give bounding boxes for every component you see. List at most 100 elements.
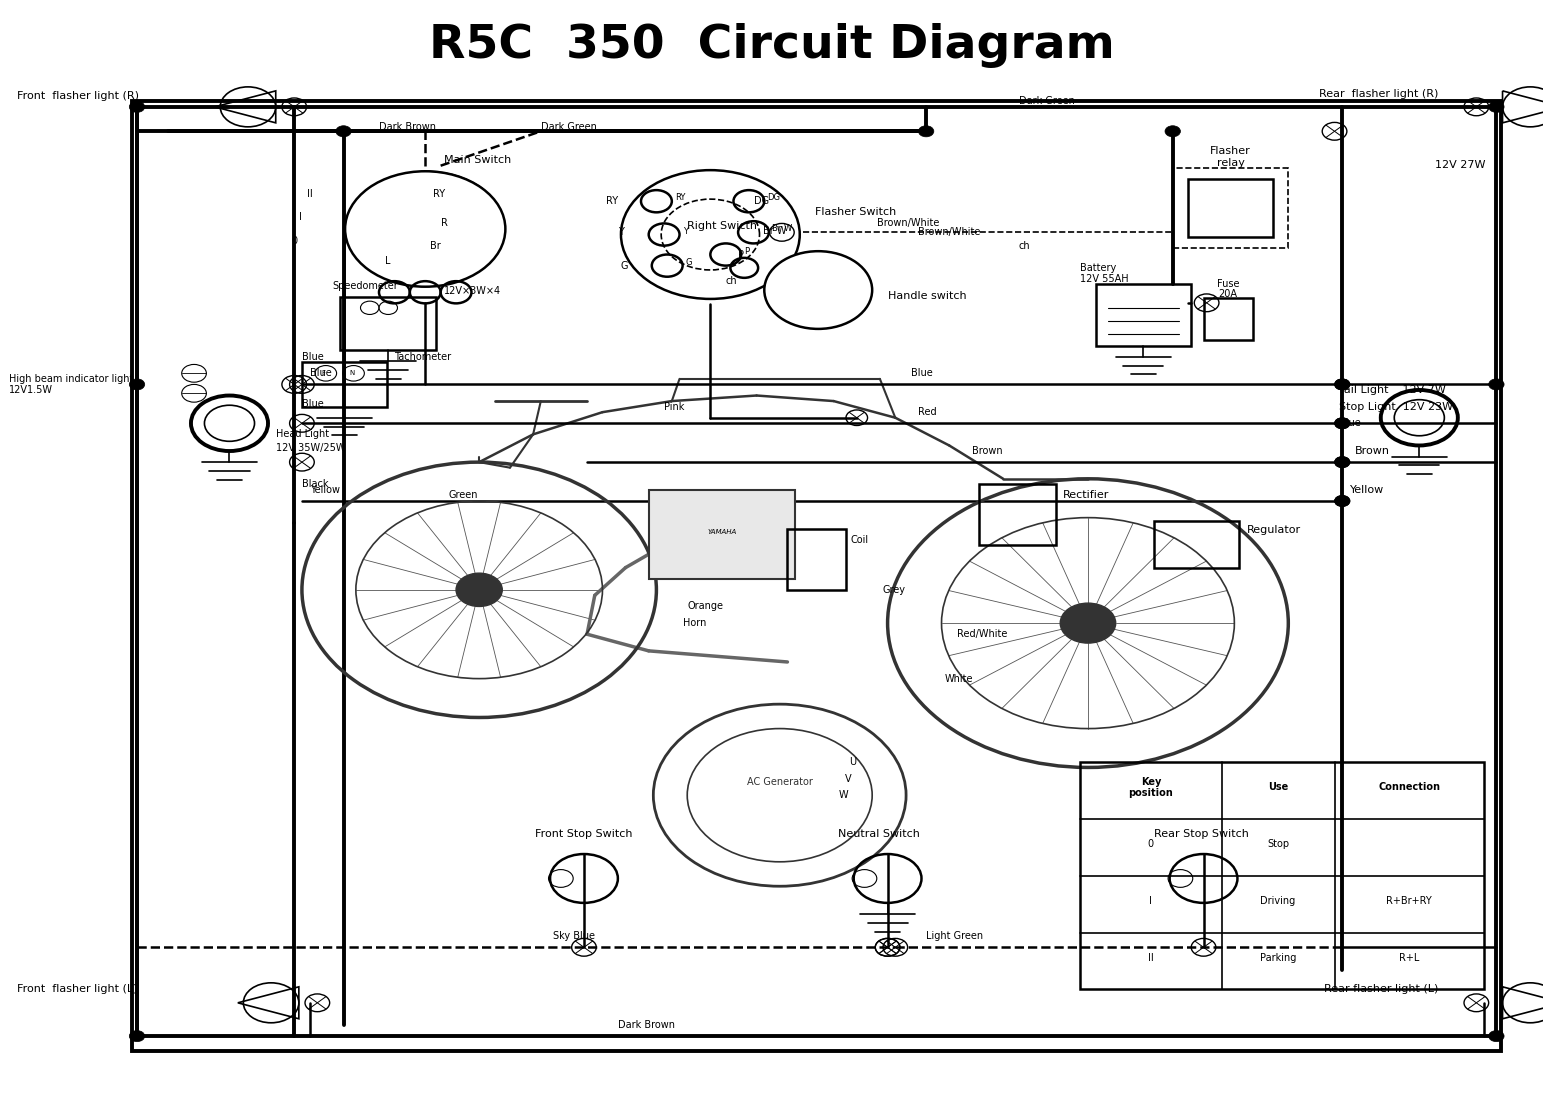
Text: Use: Use — [1268, 782, 1288, 792]
Text: Connection: Connection — [1379, 782, 1441, 792]
Text: DG: DG — [767, 194, 780, 203]
Text: R5C  350  Circuit Diagram: R5C 350 Circuit Diagram — [429, 23, 1115, 68]
Circle shape — [130, 101, 145, 112]
Text: Tachometer: Tachometer — [394, 352, 451, 362]
Bar — [303, 362, 386, 406]
Circle shape — [1334, 495, 1349, 506]
Circle shape — [455, 573, 502, 607]
Circle shape — [1334, 378, 1349, 390]
Text: Light Green: Light Green — [926, 932, 984, 942]
Text: White: White — [945, 673, 973, 683]
Text: Br W: Br W — [763, 226, 786, 236]
Bar — [1096, 285, 1192, 345]
Text: Neutral Switch: Neutral Switch — [838, 829, 920, 839]
Text: P: P — [738, 249, 744, 259]
Circle shape — [1334, 495, 1349, 506]
Text: Coil: Coil — [851, 535, 869, 545]
Text: Battery: Battery — [1081, 263, 1116, 273]
Text: Yellow: Yellow — [310, 485, 340, 495]
Text: Flasher
relay: Flasher relay — [1210, 146, 1251, 168]
Text: Br W: Br W — [772, 225, 792, 234]
Text: Dark Brown: Dark Brown — [378, 121, 435, 131]
Text: 12V×3W×4: 12V×3W×4 — [443, 286, 500, 296]
Text: N: N — [349, 371, 354, 376]
Text: Orange: Orange — [687, 601, 723, 611]
Bar — [1081, 762, 1484, 989]
Text: Tail Light    12V 7W: Tail Light 12V 7W — [1339, 385, 1447, 395]
Text: Stop: Stop — [1268, 839, 1289, 849]
Text: Red/White: Red/White — [957, 629, 1007, 639]
Circle shape — [1166, 126, 1181, 137]
Circle shape — [1334, 456, 1349, 467]
Circle shape — [130, 378, 145, 390]
Text: Grey: Grey — [883, 584, 906, 594]
Circle shape — [1488, 378, 1504, 390]
Text: Key
position: Key position — [1129, 777, 1173, 798]
Text: P: P — [744, 247, 749, 256]
Text: Handle switch: Handle switch — [888, 290, 967, 301]
Text: Front  flasher light (L): Front flasher light (L) — [17, 985, 137, 995]
Text: Head Light: Head Light — [276, 430, 329, 440]
Text: W: W — [838, 790, 848, 800]
Text: 0: 0 — [1147, 839, 1153, 849]
Circle shape — [621, 170, 800, 299]
Text: Brown/White: Brown/White — [919, 227, 980, 237]
Text: Brown: Brown — [973, 446, 1004, 456]
Text: U: U — [849, 757, 857, 767]
Text: I: I — [1149, 896, 1152, 906]
Text: Front  flasher light (R): Front flasher light (R) — [17, 91, 139, 101]
Text: Flasher Switch: Flasher Switch — [815, 207, 897, 217]
Text: Rear flasher light (L): Rear flasher light (L) — [1323, 985, 1437, 995]
Text: Blue: Blue — [303, 352, 324, 362]
Text: L: L — [384, 256, 391, 266]
Text: Regulator: Regulator — [1246, 525, 1302, 535]
Text: II: II — [307, 189, 312, 199]
Circle shape — [1334, 417, 1349, 429]
Text: 12V 55AH: 12V 55AH — [1081, 274, 1129, 284]
Text: Blue: Blue — [303, 400, 324, 410]
Text: AC Generator: AC Generator — [747, 777, 812, 787]
Text: Fuse: Fuse — [1217, 279, 1240, 289]
Circle shape — [337, 126, 350, 137]
Text: RY: RY — [605, 196, 618, 206]
Circle shape — [1334, 417, 1349, 429]
Bar — [979, 484, 1056, 545]
Text: Rear Stop Switch: Rear Stop Switch — [1155, 829, 1249, 839]
Bar — [787, 529, 846, 590]
Text: Black: Black — [303, 480, 329, 490]
Text: R: R — [440, 218, 448, 228]
Text: Red: Red — [919, 407, 937, 417]
Text: Y: Y — [682, 227, 687, 236]
Wedge shape — [425, 171, 482, 229]
Text: II: II — [1149, 953, 1153, 963]
Circle shape — [1334, 378, 1349, 390]
Text: RY: RY — [675, 194, 686, 203]
Text: V: V — [845, 774, 851, 784]
Text: Br: Br — [429, 242, 440, 252]
Text: RY: RY — [432, 189, 445, 199]
Bar — [133, 101, 1501, 1051]
Text: G: G — [621, 260, 628, 270]
Text: R+Br+RY: R+Br+RY — [1387, 896, 1433, 906]
Text: Sky Blue: Sky Blue — [553, 932, 594, 942]
Text: Blue: Blue — [1339, 418, 1360, 429]
Text: Rectifier: Rectifier — [1064, 491, 1110, 501]
Text: Parking: Parking — [1260, 953, 1297, 963]
Text: Right Swicth: Right Swicth — [687, 220, 757, 230]
Text: 12V 35W/25W: 12V 35W/25W — [276, 443, 346, 453]
Bar — [648, 490, 795, 579]
Bar — [1155, 521, 1238, 568]
Text: YAMAHA: YAMAHA — [709, 529, 738, 535]
Text: Horn: Horn — [682, 618, 706, 628]
Text: Main Switch: Main Switch — [443, 155, 511, 165]
Text: Speedometer: Speedometer — [334, 280, 398, 290]
Text: F: F — [321, 371, 326, 376]
Text: ch: ch — [726, 276, 738, 286]
Circle shape — [764, 252, 872, 329]
Circle shape — [919, 126, 934, 137]
Text: Front Stop Switch: Front Stop Switch — [534, 829, 631, 839]
Text: Yellow: Yellow — [1349, 485, 1385, 495]
Text: Rear  flasher light (R): Rear flasher light (R) — [1319, 89, 1439, 99]
Text: Stop Light  12V 23W: Stop Light 12V 23W — [1339, 402, 1453, 412]
Text: 0: 0 — [292, 236, 298, 246]
